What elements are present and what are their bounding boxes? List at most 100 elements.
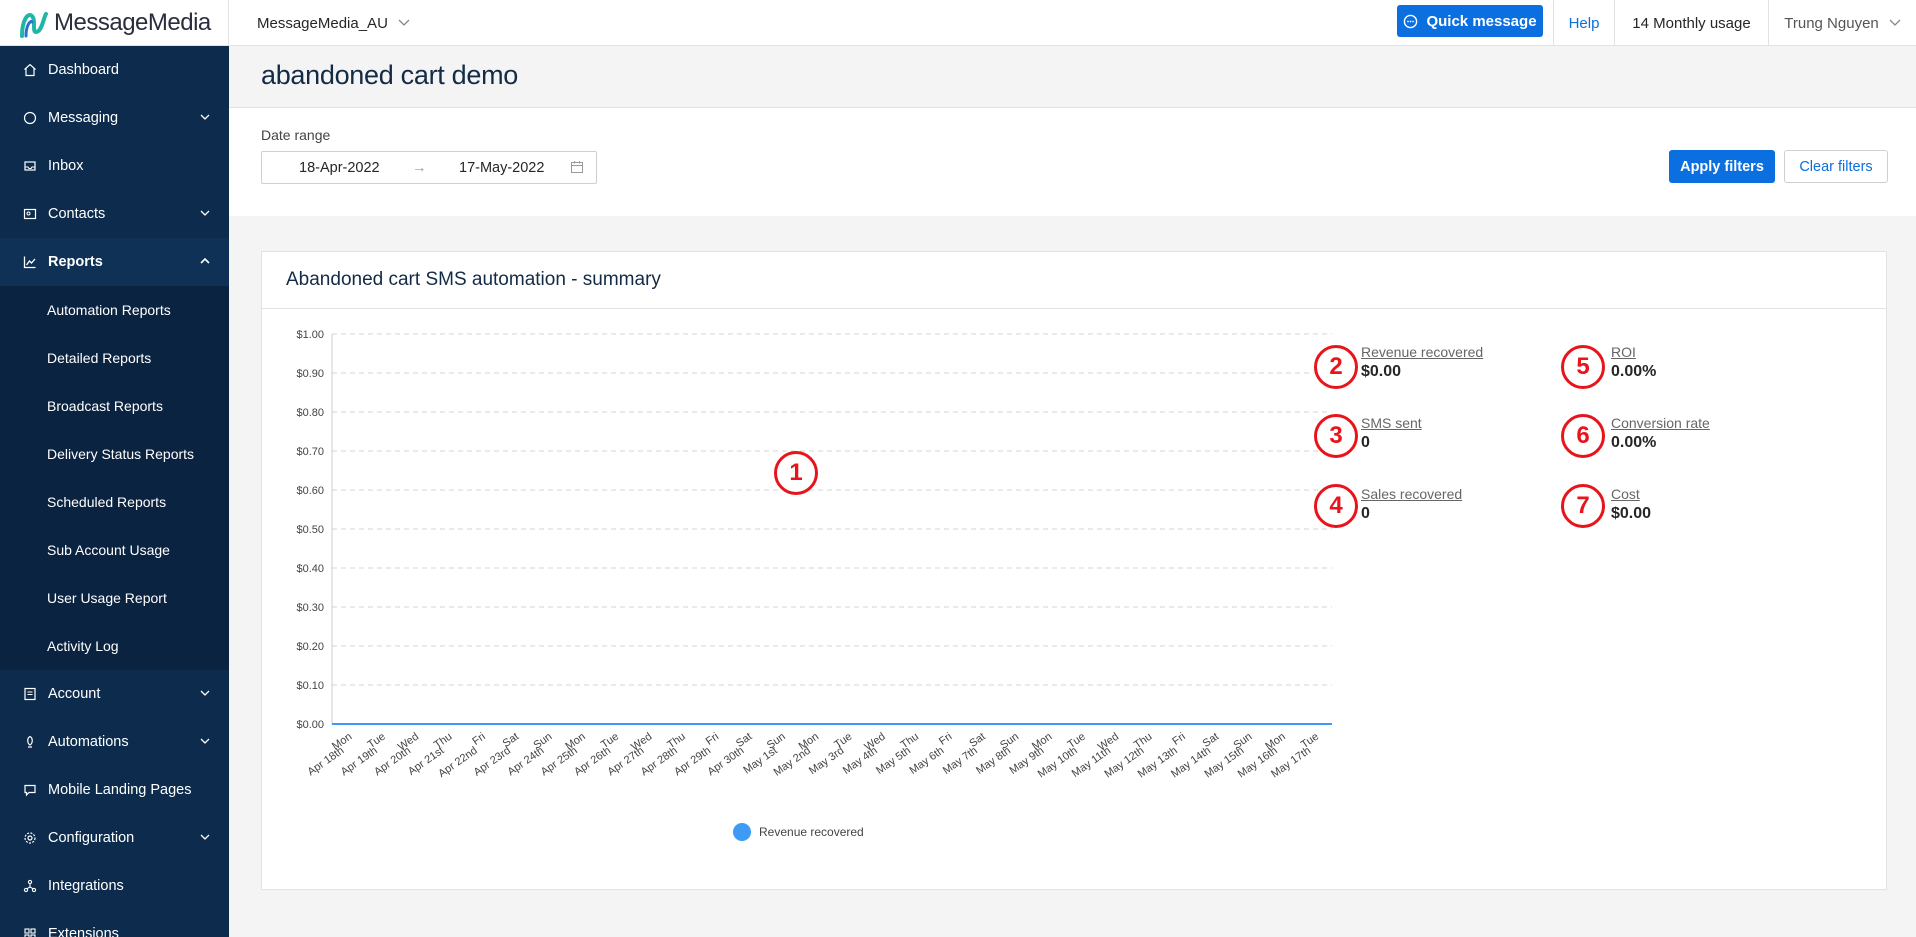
logo[interactable]: MessageMedia (18, 5, 211, 41)
sidebar-subitem-user-usage-report[interactable]: User Usage Report (47, 590, 167, 606)
sidebar-item-dashboard[interactable]: Dashboard (0, 46, 229, 94)
x-tick-label-date: May 2nd (772, 745, 813, 779)
sidebar-item-reports[interactable]: Reports (0, 238, 229, 286)
chevron-down-icon (398, 19, 410, 26)
chart-icon (22, 254, 38, 270)
x-tick-label-date: May 7th (941, 745, 980, 777)
y-tick-label: $0.50 (296, 524, 324, 536)
quick-message-button[interactable]: Quick message (1397, 5, 1543, 37)
data-point (881, 723, 883, 725)
annotation-badge-6: 6 (1561, 414, 1605, 458)
chevron-down-icon (200, 834, 210, 840)
calendar-icon[interactable] (570, 160, 584, 174)
sidebar-item-automations[interactable]: Automations (0, 718, 229, 766)
chevron-up-icon (200, 257, 210, 264)
sidebar-subitem-scheduled-reports[interactable]: Scheduled Reports (47, 494, 167, 510)
x-tick-label-date: May 5th (874, 745, 913, 777)
sidebar-item-contacts[interactable]: Contacts (0, 190, 229, 238)
sidebar-item-integrations[interactable]: Integrations (0, 862, 229, 910)
sidebar-subitem-detailed-reports[interactable]: Detailed Reports (47, 350, 152, 366)
chat-icon (22, 110, 38, 126)
legend-marker (733, 823, 751, 841)
y-tick-label: $0.90 (296, 368, 324, 380)
data-point (914, 723, 917, 725)
metric-label[interactable]: ROI (1611, 344, 1636, 360)
metric-label[interactable]: Sales recovered (1361, 486, 1463, 502)
logo-text: MessageMedia (54, 9, 211, 36)
date-from-input[interactable]: 18-Apr-2022 (299, 159, 380, 176)
date-to-input[interactable]: 17-May-2022 (459, 159, 545, 176)
metric-value: 0.00% (1611, 434, 1657, 451)
sidebar-item-label: Extensions (48, 926, 119, 937)
sidebar-item-label: Messaging (48, 110, 119, 126)
data-point (581, 723, 583, 725)
clear-filters-button[interactable]: Clear filters (1784, 150, 1888, 183)
metric-label[interactable]: Revenue recovered (1361, 344, 1484, 360)
account-switcher[interactable]: MessageMedia_AU (228, 0, 410, 46)
sidebar-subitem-automation-reports[interactable]: Automation Reports (47, 302, 171, 318)
sidebar-item-label: Configuration (48, 830, 135, 846)
landing-page-icon (22, 782, 38, 798)
sidebar-subitem-sub-account-usage[interactable]: Sub Account Usage (47, 542, 170, 558)
data-point (714, 723, 717, 725)
y-tick-label: $0.70 (296, 446, 324, 458)
arrow-right-icon: → (412, 159, 427, 176)
sidebar-item-label: Reports (48, 254, 103, 270)
metric-sms-sent: SMS sent 0 (1361, 415, 1422, 452)
data-point (747, 723, 750, 725)
data-point (1281, 723, 1283, 725)
sidebar-item-configuration[interactable]: Configuration (0, 814, 229, 862)
sidebar-item-mobile-landing-pages[interactable]: Mobile Landing Pages (0, 766, 229, 814)
data-point (414, 723, 417, 725)
contacts-icon (22, 206, 38, 222)
reports-submenu: Automation Reports Detailed Reports Broa… (0, 286, 229, 670)
card-title: Abandoned cart SMS automation - summary (262, 252, 1886, 309)
x-tick-label-date: Apr 18th (305, 745, 346, 779)
data-point (814, 723, 817, 725)
chat-bubble-icon (1404, 14, 1418, 28)
filter-bar: Date range 18-Apr-2022 → 17-May-2022 App… (229, 108, 1916, 216)
user-name: Trung Nguyen (1784, 14, 1879, 32)
data-point (647, 723, 650, 725)
revenue-chart: $0.00 $0.10 $0.20 $0.30 $0.40 $0.50 $0.60 $0.70… (296, 329, 1332, 841)
sidebar-subitem-activity-log[interactable]: Activity Log (47, 638, 119, 654)
metric-label[interactable]: Cost (1611, 486, 1640, 502)
date-range-picker[interactable]: 18-Apr-2022 → 17-May-2022 (261, 151, 597, 184)
metric-label[interactable]: Conversion rate (1611, 415, 1710, 431)
annotation-badge-4: 4 (1314, 484, 1358, 528)
chevron-down-icon (200, 210, 210, 216)
y-tick-label: $0.30 (296, 602, 324, 614)
sidebar-subitem-broadcast-reports[interactable]: Broadcast Reports (47, 398, 163, 414)
user-menu[interactable]: Trung Nguyen (1769, 0, 1916, 46)
x-tick-label-date: Apr 24th (505, 745, 546, 779)
sidebar-item-messaging[interactable]: Messaging (0, 94, 229, 142)
extensions-icon (22, 926, 38, 937)
y-tick-label: $0.40 (296, 563, 324, 575)
monthly-usage[interactable]: 14 Monthly usage (1615, 0, 1769, 46)
gear-icon (22, 830, 38, 846)
data-point (847, 723, 850, 725)
x-tick-label-date: Apr 29th (672, 745, 713, 779)
sidebar-subitem-delivery-status-reports[interactable]: Delivery Status Reports (47, 446, 195, 462)
chevron-down-icon (200, 114, 210, 120)
data-point (1147, 723, 1150, 725)
metric-value: $0.00 (1611, 505, 1652, 522)
annotation-badge-1: 1 (774, 451, 818, 495)
chevron-down-icon (200, 690, 210, 696)
sidebar-item-inbox[interactable]: Inbox (0, 142, 229, 190)
date-range-label: Date range (261, 127, 331, 143)
sidebar: Dashboard Messaging Inbox Contacts Repor… (0, 46, 229, 937)
data-point (681, 723, 683, 725)
sidebar-item-extensions[interactable]: Extensions (0, 910, 229, 937)
metric-label[interactable]: SMS sent (1361, 415, 1422, 431)
metric-revenue-recovered: Revenue recovered $0.00 (1361, 344, 1483, 381)
account-icon (22, 686, 38, 702)
x-tick-label-date: May 8th (974, 745, 1013, 777)
automation-icon (22, 734, 38, 750)
metric-conversion-rate: Conversion rate 0.00% (1611, 415, 1710, 452)
sidebar-item-account[interactable]: Account (0, 670, 229, 718)
apply-filters-button[interactable]: Apply filters (1669, 150, 1775, 183)
home-icon (22, 62, 38, 78)
help-link[interactable]: Help (1553, 0, 1615, 46)
sidebar-item-label: Mobile Landing Pages (48, 782, 192, 798)
